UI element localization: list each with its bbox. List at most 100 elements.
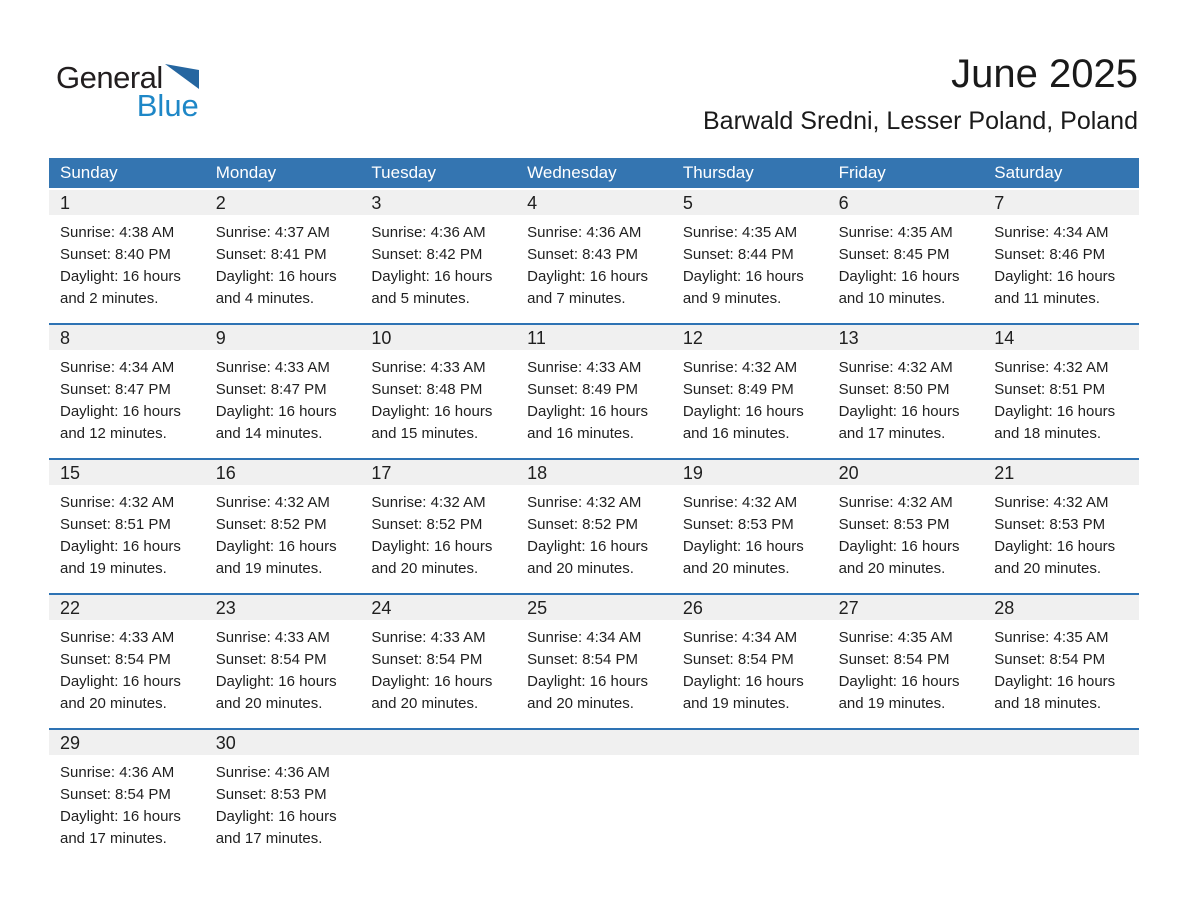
day-cell-25: 25 Sunrise: 4:34 AM Sunset: 8:54 PM Dayligh… (516, 595, 672, 728)
day-number (983, 730, 1139, 755)
day-number (671, 730, 828, 755)
sunset-text: Sunset: 8:54 PM (60, 651, 171, 668)
day-details: Sunrise: 4:32 AM Sunset: 8:53 PM Daylight:… (983, 485, 1139, 580)
day-cell-8: 8 Sunrise: 4:34 AM Sunset: 8:47 PM Daylight… (49, 325, 205, 458)
day-number: 17 (360, 460, 517, 485)
sunset-text: Sunset: 8:53 PM (215, 786, 327, 803)
day-number: 29 (49, 730, 205, 755)
day-cell-11: 11 Sunrise: 4:33 AM Sunset: 8:49 PM Dayligh… (516, 325, 672, 458)
day-number: 2 (204, 190, 361, 215)
sunset-text: Sunset: 8:54 PM (682, 651, 794, 668)
sunrise-text: Sunrise: 4:38 AM (60, 224, 175, 241)
daylight-text: Daylight: 16 hours and 19 minutes. (60, 538, 181, 577)
day-details: Sunrise: 4:32 AM Sunset: 8:50 PM Daylight:… (828, 350, 984, 445)
sunrise-text: Sunrise: 4:32 AM (60, 494, 175, 511)
sunset-text: Sunset: 8:45 PM (838, 246, 950, 263)
sunset-text: Sunset: 8:47 PM (60, 381, 171, 398)
day-number: 12 (671, 325, 828, 350)
day-number: 15 (49, 460, 205, 485)
daylight-text: Daylight: 16 hours and 20 minutes. (682, 538, 804, 577)
day-cell-21: 21 Sunrise: 4:32 AM Sunset: 8:53 PM Dayligh… (983, 460, 1139, 593)
day-number: 30 (204, 730, 361, 755)
day-cell-22: 22 Sunrise: 4:33 AM Sunset: 8:54 PM Dayligh… (49, 595, 205, 728)
day-cell-10: 10 Sunrise: 4:33 AM Sunset: 8:48 PM Dayligh… (360, 325, 517, 458)
day-number: 19 (671, 460, 828, 485)
sunset-text: Sunset: 8:42 PM (371, 246, 483, 263)
day-number: 22 (49, 595, 205, 620)
day-cell-23: 23 Sunrise: 4:33 AM Sunset: 8:54 PM Dayligh… (204, 595, 361, 728)
day-details: Sunrise: 4:32 AM Sunset: 8:53 PM Daylight:… (672, 485, 828, 580)
sunset-text: Sunset: 8:52 PM (371, 516, 483, 533)
day-details: Sunrise: 4:33 AM Sunset: 8:54 PM Daylight:… (360, 620, 516, 715)
day-cell-12: 12 Sunrise: 4:32 AM Sunset: 8:49 PM Dayligh… (671, 325, 828, 458)
week-row-1: 1 Sunrise: 4:38 AM Sunset: 8:40 PM Daylight… (49, 188, 1139, 323)
sunrise-text: Sunrise: 4:37 AM (215, 224, 330, 241)
sunrise-text: Sunrise: 4:33 AM (215, 629, 330, 646)
day-number: 9 (204, 325, 361, 350)
sunset-text: Sunset: 8:44 PM (682, 246, 794, 263)
daylight-text: Daylight: 16 hours and 19 minutes. (215, 538, 337, 577)
sunset-text: Sunset: 8:53 PM (682, 516, 794, 533)
sunset-text: Sunset: 8:50 PM (838, 381, 950, 398)
day-details: Sunrise: 4:34 AM Sunset: 8:54 PM Daylight:… (672, 620, 828, 715)
logo-text-general: General (56, 60, 163, 95)
weekday-header-friday: Friday (838, 163, 886, 182)
day-details: Sunrise: 4:32 AM Sunset: 8:52 PM Daylight:… (205, 485, 361, 580)
sunset-text: Sunset: 8:43 PM (527, 246, 639, 263)
month-title: June 2025 (951, 52, 1138, 96)
day-number: 16 (204, 460, 361, 485)
day-cell-empty (827, 730, 984, 863)
day-cell-1: 1 Sunrise: 4:38 AM Sunset: 8:40 PM Daylight… (49, 190, 205, 323)
logo-text-blue: Blue (136, 88, 199, 123)
daylight-text: Daylight: 16 hours and 17 minutes. (215, 808, 337, 847)
day-cell-26: 26 Sunrise: 4:34 AM Sunset: 8:54 PM Dayligh… (671, 595, 828, 728)
sunset-text: Sunset: 8:54 PM (527, 651, 639, 668)
day-details: Sunrise: 4:36 AM Sunset: 8:54 PM Daylight:… (49, 755, 205, 850)
sunrise-text: Sunrise: 4:32 AM (682, 494, 798, 511)
daylight-text: Daylight: 16 hours and 19 minutes. (838, 673, 960, 712)
day-details: Sunrise: 4:36 AM Sunset: 8:43 PM Daylight:… (516, 215, 672, 310)
day-details: Sunrise: 4:35 AM Sunset: 8:45 PM Daylight:… (828, 215, 984, 310)
sunrise-text: Sunrise: 4:35 AM (838, 629, 953, 646)
day-details: Sunrise: 4:37 AM Sunset: 8:41 PM Daylight:… (205, 215, 361, 310)
day-cell-2: 2 Sunrise: 4:37 AM Sunset: 8:41 PM Daylight… (204, 190, 361, 323)
day-details: Sunrise: 4:32 AM Sunset: 8:49 PM Daylight:… (672, 350, 828, 445)
day-details: Sunrise: 4:32 AM Sunset: 8:53 PM Daylight:… (828, 485, 984, 580)
day-cell-27: 27 Sunrise: 4:35 AM Sunset: 8:54 PM Dayligh… (827, 595, 984, 728)
sunset-text: Sunset: 8:54 PM (371, 651, 483, 668)
day-details: Sunrise: 4:32 AM Sunset: 8:51 PM Daylight:… (49, 485, 205, 580)
calendar-table: Sunday Monday Tuesday Wednesday Thursday Frid… (49, 158, 1139, 863)
sunrise-text: Sunrise: 4:32 AM (371, 494, 486, 511)
daylight-text: Daylight: 16 hours and 10 minutes. (838, 268, 960, 307)
weekday-header-saturday: Saturday (994, 163, 1063, 182)
sunset-text: Sunset: 8:54 PM (838, 651, 950, 668)
weekday-header-thursday: Thursday (682, 163, 754, 182)
day-cell-19: 19 Sunrise: 4:32 AM Sunset: 8:53 PM Dayligh… (671, 460, 828, 593)
daylight-text: Daylight: 16 hours and 5 minutes. (371, 268, 493, 307)
day-number: 26 (671, 595, 828, 620)
day-cell-29: 29 Sunrise: 4:36 AM Sunset: 8:54 PM Dayligh… (49, 730, 205, 863)
sunrise-text: Sunrise: 4:36 AM (371, 224, 486, 241)
daylight-text: Daylight: 16 hours and 20 minutes. (838, 538, 960, 577)
daylight-text: Daylight: 16 hours and 11 minutes. (994, 268, 1116, 307)
daylight-text: Daylight: 16 hours and 19 minutes. (682, 673, 804, 712)
sunrise-text: Sunrise: 4:32 AM (994, 359, 1109, 376)
day-number: 23 (204, 595, 361, 620)
sunrise-text: Sunrise: 4:36 AM (527, 224, 642, 241)
weekday-header-row: Sunday Monday Tuesday Wednesday Thursday Frid… (49, 158, 1139, 188)
sunset-text: Sunset: 8:52 PM (215, 516, 327, 533)
day-number: 21 (983, 460, 1139, 485)
day-details: Sunrise: 4:32 AM Sunset: 8:52 PM Daylight:… (516, 485, 672, 580)
day-cell-20: 20 Sunrise: 4:32 AM Sunset: 8:53 PM Dayligh… (827, 460, 984, 593)
sunrise-text: Sunrise: 4:32 AM (838, 359, 953, 376)
day-details: Sunrise: 4:34 AM Sunset: 8:54 PM Daylight:… (516, 620, 672, 715)
day-number: 28 (983, 595, 1139, 620)
sunrise-text: Sunrise: 4:33 AM (527, 359, 642, 376)
day-cell-16: 16 Sunrise: 4:32 AM Sunset: 8:52 PM Dayligh… (204, 460, 361, 593)
day-details: Sunrise: 4:32 AM Sunset: 8:52 PM Daylight:… (360, 485, 516, 580)
week-row-4: 22 Sunrise: 4:33 AM Sunset: 8:54 PM Dayligh… (49, 593, 1139, 728)
location-subtitle: Barwald Sredni, Lesser Poland, Poland (703, 107, 1138, 135)
day-number: 3 (360, 190, 517, 215)
calendar-body: 1 Sunrise: 4:38 AM Sunset: 8:40 PM Daylight… (49, 188, 1139, 863)
